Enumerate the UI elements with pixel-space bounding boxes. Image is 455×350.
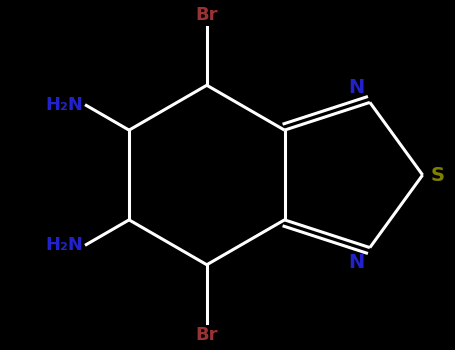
Text: H₂N: H₂N bbox=[45, 97, 83, 114]
Text: Br: Br bbox=[196, 6, 218, 24]
Text: Br: Br bbox=[196, 326, 218, 344]
Text: S: S bbox=[431, 166, 445, 184]
Text: N: N bbox=[348, 78, 364, 97]
Text: H₂N: H₂N bbox=[45, 236, 83, 253]
Text: N: N bbox=[348, 253, 364, 272]
